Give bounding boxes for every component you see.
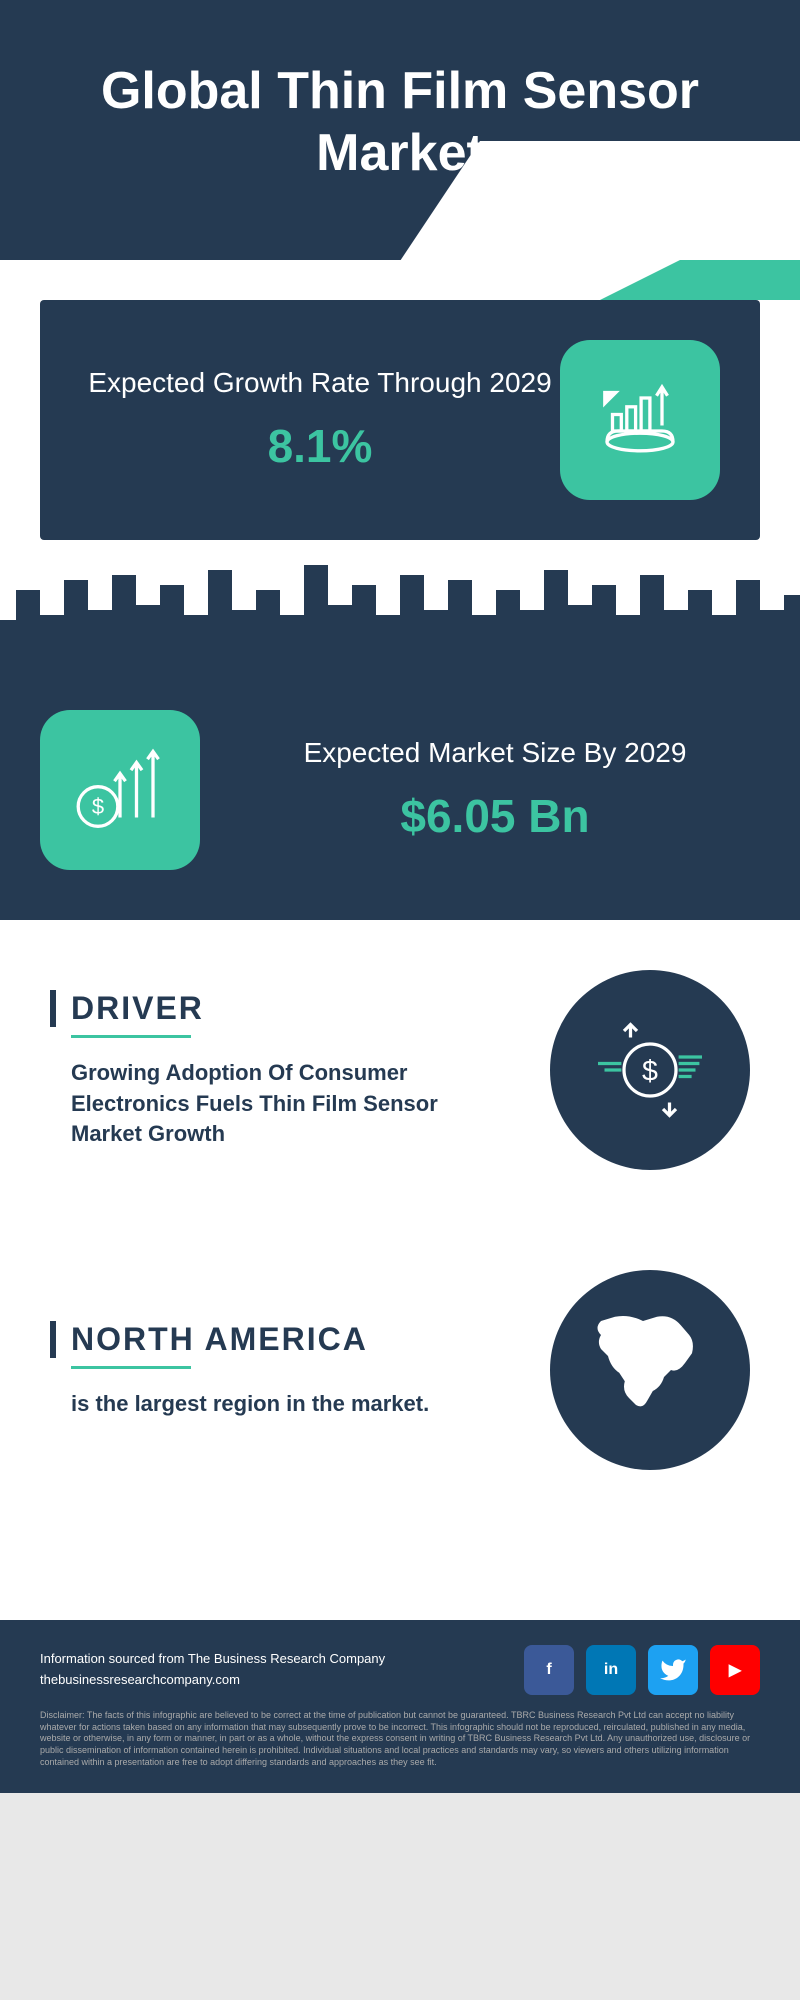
region-text-block: NORTH AMERICA is the largest region in t… bbox=[50, 1321, 510, 1420]
region-heading: NORTH AMERICA bbox=[50, 1321, 510, 1358]
driver-section: DRIVER Growing Adoption Of Consumer Elec… bbox=[0, 920, 800, 1220]
city-silhouette bbox=[0, 560, 800, 660]
market-size-text: Expected Market Size By 2029 $6.05 Bn bbox=[200, 737, 760, 843]
growth-rate-box: Expected Growth Rate Through 2029 8.1% bbox=[40, 300, 760, 540]
source-url: thebusinessresearchcompany.com bbox=[40, 1670, 385, 1691]
market-size-box: $ Expected Market Size By 2029 $6.05 Bn bbox=[0, 660, 800, 920]
growth-rate-text: Expected Growth Rate Through 2029 8.1% bbox=[80, 367, 560, 473]
twitter-icon[interactable] bbox=[648, 1645, 698, 1695]
driver-underline bbox=[71, 1035, 191, 1038]
growth-rate-label: Expected Growth Rate Through 2029 bbox=[80, 367, 560, 399]
infographic-container: Global Thin Film Sensor Market Expected … bbox=[0, 0, 800, 1793]
header-section: Global Thin Film Sensor Market bbox=[0, 0, 800, 260]
footer-source-info: Information sourced from The Business Re… bbox=[40, 1649, 385, 1691]
driver-heading: DRIVER bbox=[50, 990, 510, 1027]
bottom-spacer bbox=[0, 1520, 800, 1620]
svg-text:$: $ bbox=[92, 794, 104, 819]
linkedin-icon[interactable]: in bbox=[586, 1645, 636, 1695]
north-america-map-icon bbox=[550, 1270, 750, 1470]
footer-top-row: Information sourced from The Business Re… bbox=[40, 1645, 760, 1695]
source-text: Information sourced from The Business Re… bbox=[40, 1649, 385, 1670]
youtube-icon[interactable]: ▶ bbox=[710, 1645, 760, 1695]
dollar-growth-icon: $ bbox=[40, 710, 200, 870]
driver-description: Growing Adoption Of Consumer Electronics… bbox=[50, 1058, 510, 1150]
growth-rate-value: 8.1% bbox=[80, 419, 560, 473]
region-description: is the largest region in the market. bbox=[50, 1389, 510, 1420]
growth-chart-icon bbox=[560, 340, 720, 500]
currency-flow-icon: $ bbox=[550, 970, 750, 1170]
social-links: f in ▶ bbox=[524, 1645, 760, 1695]
region-section: NORTH AMERICA is the largest region in t… bbox=[0, 1220, 800, 1520]
market-size-label: Expected Market Size By 2029 bbox=[230, 737, 760, 769]
footer-section: Information sourced from The Business Re… bbox=[0, 1620, 800, 1793]
driver-text-block: DRIVER Growing Adoption Of Consumer Elec… bbox=[50, 990, 510, 1150]
facebook-icon[interactable]: f bbox=[524, 1645, 574, 1695]
gap-teal-accent bbox=[600, 260, 800, 300]
market-size-value: $6.05 Bn bbox=[230, 789, 760, 843]
gap-section bbox=[0, 260, 800, 300]
region-underline bbox=[71, 1366, 191, 1369]
svg-text:$: $ bbox=[642, 1055, 658, 1087]
skyline-divider bbox=[0, 540, 800, 660]
disclaimer-text: Disclaimer: The facts of this infographi… bbox=[40, 1710, 760, 1768]
